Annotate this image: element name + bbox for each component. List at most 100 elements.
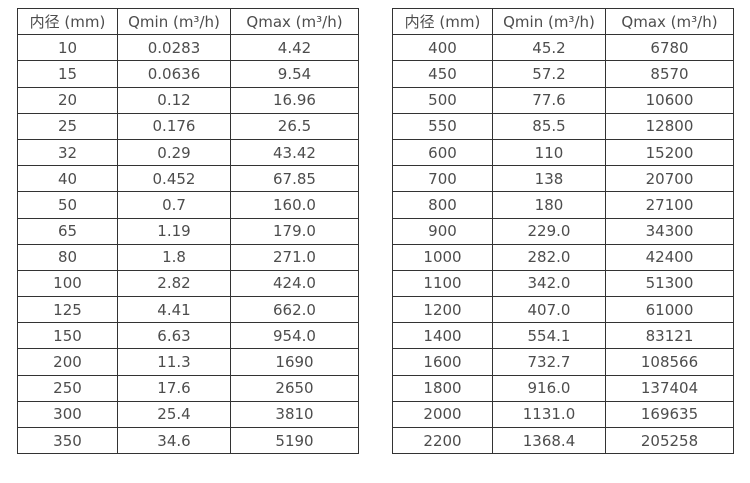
qmin-cell: 282.0 bbox=[492, 243, 606, 271]
table-row: 1100 342.0 51300 bbox=[392, 269, 734, 298]
table-row: 10 0.0283 4.42 bbox=[17, 34, 359, 62]
qmin-cell: 342.0 bbox=[492, 269, 606, 298]
diameter-cell: 2200 bbox=[392, 426, 493, 455]
diameter-cell: 2000 bbox=[392, 400, 493, 429]
qmax-column-header: Qmax (m³/h) bbox=[230, 7, 359, 36]
table-row: 80 1.8 271.0 bbox=[17, 243, 359, 271]
table-row: 200 11.3 1690 bbox=[17, 348, 359, 376]
diameter-cell: 80 bbox=[17, 243, 118, 271]
diameter-cell: 500 bbox=[392, 86, 493, 114]
qmax-cell: 4.42 bbox=[230, 34, 359, 62]
table-row: 15 0.0636 9.54 bbox=[17, 60, 359, 88]
diameter-cell: 800 bbox=[392, 191, 493, 219]
flow-range-table-small-diameters: 内径 (mm) Qmin (m³/h) Qmax (m³/h) 10 0.0283 4.… bbox=[17, 7, 359, 455]
table-row: 1200 407.0 61000 bbox=[392, 296, 734, 324]
diameter-cell: 600 bbox=[392, 138, 493, 167]
table-row: 150 6.63 954.0 bbox=[17, 322, 359, 350]
qmax-cell: 9.54 bbox=[230, 60, 359, 88]
qmax-cell: 2650 bbox=[230, 374, 359, 402]
table-row: 250 17.6 2650 bbox=[17, 374, 359, 402]
diameter-cell: 150 bbox=[17, 322, 118, 350]
diameter-cell: 550 bbox=[392, 112, 493, 140]
qmin-cell: 0.452 bbox=[117, 165, 231, 193]
diameter-cell: 100 bbox=[17, 269, 118, 298]
diameter-column-header: 内径 (mm) bbox=[392, 7, 493, 36]
qmin-cell: 57.2 bbox=[492, 60, 606, 88]
qmin-column-header: Qmin (m³/h) bbox=[117, 7, 231, 36]
qmin-cell: 916.0 bbox=[492, 374, 606, 402]
flow-range-table-large-diameters: 内径 (mm) Qmin (m³/h) Qmax (m³/h) 400 45.2 678… bbox=[392, 7, 734, 455]
table-row: 65 1.19 179.0 bbox=[17, 217, 359, 245]
qmin-cell: 4.41 bbox=[117, 296, 231, 324]
qmin-cell: 0.12 bbox=[117, 86, 231, 114]
diameter-cell: 1000 bbox=[392, 243, 493, 271]
diameter-cell: 65 bbox=[17, 217, 118, 245]
diameter-column-header: 内径 (mm) bbox=[17, 7, 118, 36]
table-row: 32 0.29 43.42 bbox=[17, 138, 359, 167]
qmin-cell: 6.63 bbox=[117, 322, 231, 350]
diameter-cell: 25 bbox=[17, 112, 118, 140]
table-row: 50 0.7 160.0 bbox=[17, 191, 359, 219]
qmin-cell: 1.8 bbox=[117, 243, 231, 271]
table-body: 400 45.2 6780 450 57.2 8570 500 77.6 10600 550 85.… bbox=[392, 34, 734, 455]
table-row: 900 229.0 34300 bbox=[392, 217, 734, 245]
qmax-column-header: Qmax (m³/h) bbox=[605, 7, 734, 36]
diameter-cell: 900 bbox=[392, 217, 493, 245]
table-row: 300 25.4 3810 bbox=[17, 400, 359, 429]
qmax-cell: 43.42 bbox=[230, 138, 359, 167]
qmin-cell: 45.2 bbox=[492, 34, 606, 62]
diameter-cell: 15 bbox=[17, 60, 118, 88]
table-row: 2200 1368.4 205258 bbox=[392, 426, 734, 455]
qmax-cell: 662.0 bbox=[230, 296, 359, 324]
qmin-cell: 34.6 bbox=[117, 426, 231, 455]
qmin-cell: 229.0 bbox=[492, 217, 606, 245]
qmax-cell: 51300 bbox=[605, 269, 734, 298]
qmin-cell: 0.0283 bbox=[117, 34, 231, 62]
qmax-cell: 160.0 bbox=[230, 191, 359, 219]
diameter-cell: 1800 bbox=[392, 374, 493, 402]
table-row: 1600 732.7 108566 bbox=[392, 348, 734, 376]
qmax-cell: 108566 bbox=[605, 348, 734, 376]
table-row: 1400 554.1 83121 bbox=[392, 322, 734, 350]
qmin-cell: 407.0 bbox=[492, 296, 606, 324]
header-row: 内径 (mm) Qmin (m³/h) Qmax (m³/h) bbox=[17, 7, 359, 36]
qmin-cell: 0.29 bbox=[117, 138, 231, 167]
table-row: 1800 916.0 137404 bbox=[392, 374, 734, 402]
diameter-cell: 400 bbox=[392, 34, 493, 62]
qmin-cell: 0.176 bbox=[117, 112, 231, 140]
qmin-cell: 17.6 bbox=[117, 374, 231, 402]
qmin-cell: 85.5 bbox=[492, 112, 606, 140]
qmax-cell: 67.85 bbox=[230, 165, 359, 193]
qmax-cell: 179.0 bbox=[230, 217, 359, 245]
table-row: 550 85.5 12800 bbox=[392, 112, 734, 140]
diameter-cell: 200 bbox=[17, 348, 118, 376]
qmin-cell: 1.19 bbox=[117, 217, 231, 245]
diameter-cell: 125 bbox=[17, 296, 118, 324]
qmin-cell: 732.7 bbox=[492, 348, 606, 376]
table-body: 10 0.0283 4.42 15 0.0636 9.54 20 0.12 16.96 25 0.1… bbox=[17, 34, 359, 455]
table-row: 500 77.6 10600 bbox=[392, 86, 734, 114]
diameter-cell: 10 bbox=[17, 34, 118, 62]
table-row: 700 138 20700 bbox=[392, 165, 734, 193]
diameter-cell: 32 bbox=[17, 138, 118, 167]
qmax-cell: 83121 bbox=[605, 322, 734, 350]
qmin-column-header: Qmin (m³/h) bbox=[492, 7, 606, 36]
qmax-cell: 12800 bbox=[605, 112, 734, 140]
qmax-cell: 424.0 bbox=[230, 269, 359, 298]
table-row: 1000 282.0 42400 bbox=[392, 243, 734, 271]
diameter-cell: 50 bbox=[17, 191, 118, 219]
table-row: 40 0.452 67.85 bbox=[17, 165, 359, 193]
diameter-cell: 40 bbox=[17, 165, 118, 193]
table-row: 25 0.176 26.5 bbox=[17, 112, 359, 140]
table-row: 600 110 15200 bbox=[392, 138, 734, 167]
qmin-cell: 1368.4 bbox=[492, 426, 606, 455]
diameter-cell: 700 bbox=[392, 165, 493, 193]
table-header-row: 内径 (mm) Qmin (m³/h) Qmax (m³/h) bbox=[392, 7, 734, 36]
qmax-cell: 169635 bbox=[605, 400, 734, 429]
table-row: 125 4.41 662.0 bbox=[17, 296, 359, 324]
qmin-cell: 2.82 bbox=[117, 269, 231, 298]
qmax-cell: 271.0 bbox=[230, 243, 359, 271]
table-row: 400 45.2 6780 bbox=[392, 34, 734, 62]
qmin-cell: 77.6 bbox=[492, 86, 606, 114]
